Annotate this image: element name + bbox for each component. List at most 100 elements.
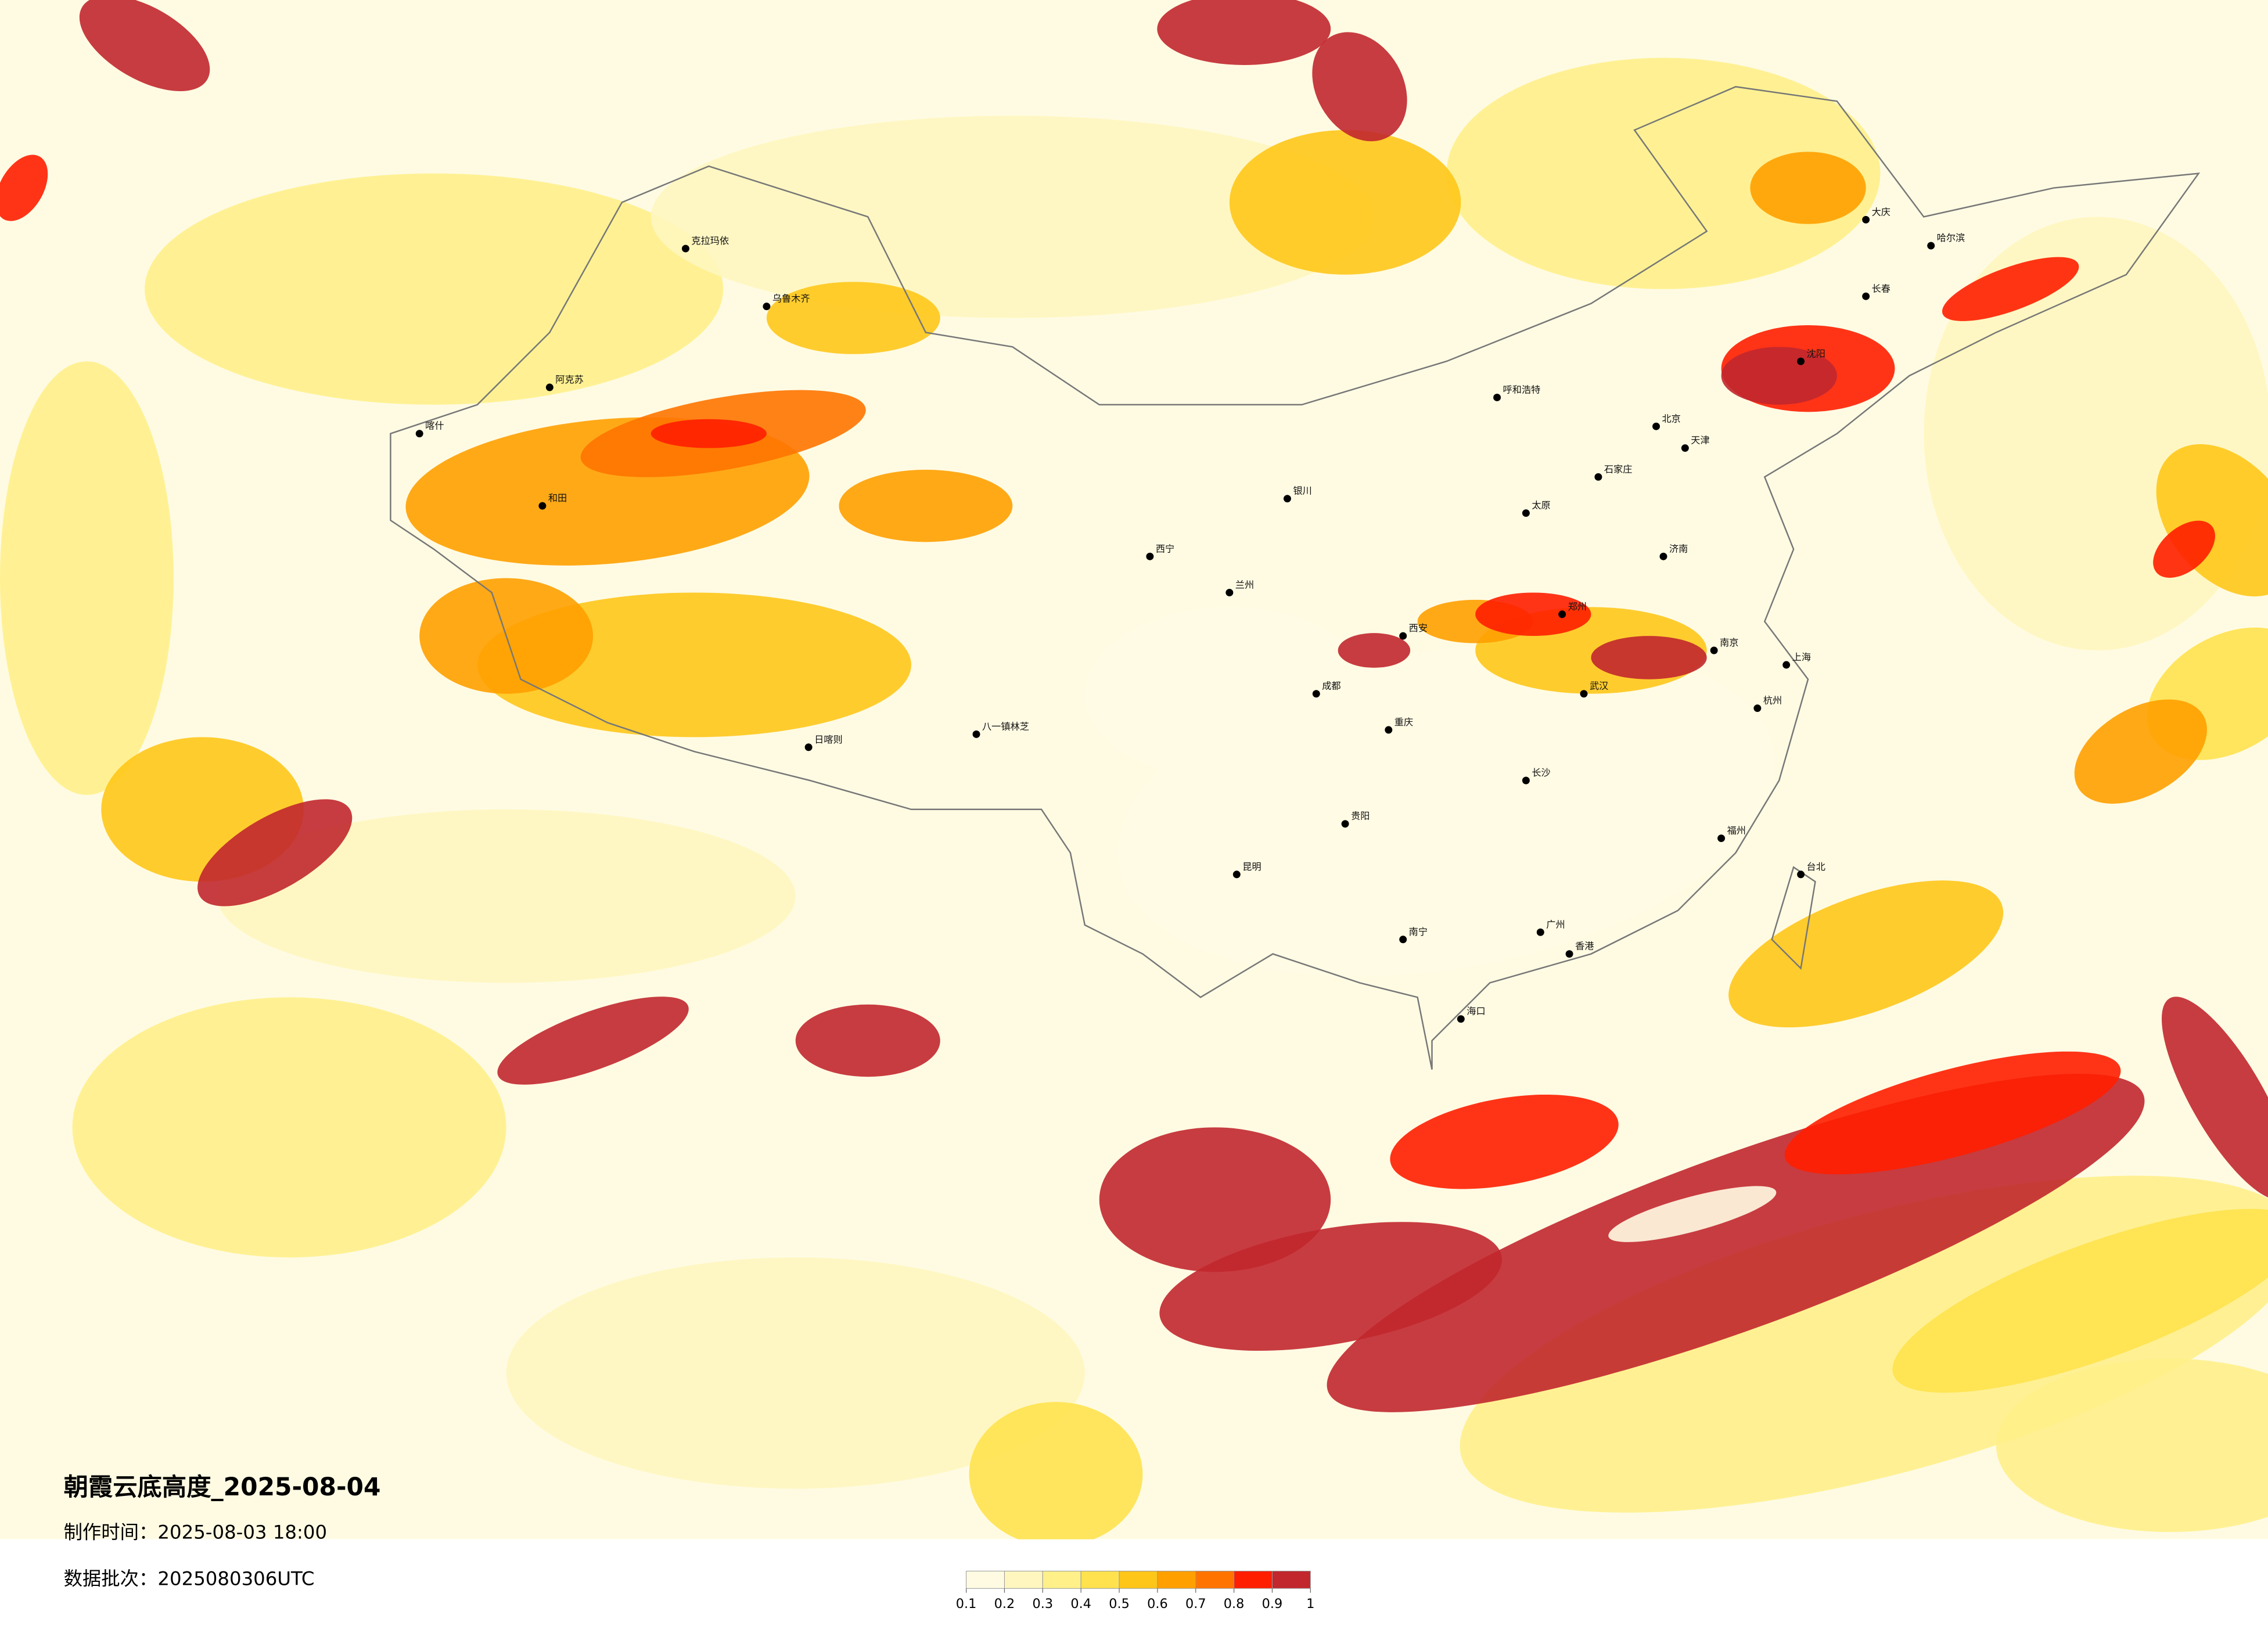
cloud-patch [1446,57,1881,289]
cloud-patch [79,0,210,91]
cloud-patch [1784,1051,2121,1175]
cloud-patch [1750,152,1866,224]
city-label: 日喀则 [814,734,843,745]
city-label: 喀什 [425,420,444,431]
city-dot [1558,610,1566,618]
city-label: 南宁 [1409,926,1428,937]
city-dot [1797,870,1805,879]
cloud-patch [969,1402,1143,1547]
city-label: 沈阳 [1807,348,1825,359]
city-label: 福州 [1727,825,1746,836]
colorbar-swatch [1080,1570,1120,1589]
city-dot [1862,292,1870,300]
cloud-patch [1390,1094,1619,1189]
city-label: 克拉玛依 [691,235,729,246]
city-label: 郑州 [1568,601,1587,612]
cloud-patch [839,469,1013,542]
cloud-patch [1475,592,1591,636]
city-dot [1232,870,1241,879]
city-dot [1594,473,1602,481]
cloud-patch [2161,997,2268,1200]
cloud-patch [766,282,940,354]
city-label: 哈尔滨 [1937,232,1965,243]
colorbar-tick-label: 0.3 [1033,1596,1054,1611]
colorbar-tick-label: 0.5 [1109,1596,1130,1611]
city-label: 和田 [548,492,567,503]
colorbar-swatch [1119,1570,1158,1589]
taiwan-border [1771,866,1816,970]
city-label: 长春 [1872,283,1890,294]
colorbar-tick-label: 0.8 [1224,1596,1245,1611]
city-label: 广州 [1546,919,1565,930]
cloud-patch [1996,1358,2268,1533]
city-label: 呼和浩特 [1503,384,1541,395]
city-dot [1580,690,1588,698]
city-label: 南京 [1720,637,1738,648]
city-label: 西宁 [1156,543,1174,554]
city-dot [1522,776,1530,785]
city-label: 西安 [1409,623,1428,634]
cloud-patch [650,116,1374,318]
city-label: 昆明 [1242,861,1261,872]
colorbar-tick-label: 0.1 [956,1596,977,1611]
cloud-patch [1942,257,2079,321]
city-dot [538,502,547,510]
city-label: 天津 [1691,435,1709,446]
city-dot [972,730,980,738]
city-dot [1681,444,1689,452]
colorbar-tick-label: 0.6 [1147,1596,1168,1611]
city-dot [545,383,553,391]
cloud-patch [1608,1186,1777,1242]
cloud-patch [1721,347,1837,405]
colorbar-swatch [1042,1570,1081,1589]
cloud-patch [506,1257,1085,1489]
cloud-patch [1338,633,1411,668]
data-batch: 数据批次：2025080306UTC [64,1567,315,1589]
city-label: 兰州 [1235,580,1254,591]
cloud-patch [1157,0,1331,65]
map-title: 朝霞云底高度_2025-08-04 [64,1473,381,1501]
cloud-patch [2074,699,2207,804]
colorbar-swatch [1234,1570,1273,1589]
city-label: 阿克苏 [555,374,584,385]
city-dot [1717,834,1726,843]
cloud-patch [1099,1127,1331,1272]
city-label: 重庆 [1394,717,1413,728]
city-dot [415,430,423,438]
city-label: 乌鲁木齐 [772,293,810,304]
colorbar-tick-label: 0.4 [1070,1596,1091,1611]
cloud-patch [197,799,353,906]
city-dot [1782,661,1791,669]
city-label: 海口 [1467,1006,1485,1017]
city-label: 贵阳 [1351,811,1370,822]
colorbar-tick-label: 0.9 [1262,1596,1283,1611]
city-dot [1862,215,1870,224]
colorbar-swatch [1004,1570,1043,1589]
city-label: 银川 [1293,485,1311,497]
city-dot [1225,588,1234,596]
city-dot [1659,552,1667,560]
cloud-patch [1084,607,1374,780]
city-label: 香港 [1575,941,1594,952]
city-dot [1536,928,1544,936]
city-label: 成都 [1322,681,1340,692]
city-label: 长沙 [1532,767,1550,778]
cloud-patch [0,361,174,795]
city-dot [1753,704,1762,713]
country-border [390,86,2201,1070]
city-dot [1565,950,1573,958]
colorbar-swatch [1195,1570,1235,1589]
cloud-patch [497,997,689,1085]
city-dot [1927,242,1935,250]
colorbar-tick-label: 0.2 [994,1596,1015,1611]
city-label: 石家庄 [1604,463,1633,474]
city-dot [1652,422,1660,430]
cloud-patch [795,1004,940,1077]
cloud-patch [1591,636,1707,679]
city-dot [1399,632,1407,640]
city-dot [1399,936,1407,944]
city-dot [1797,357,1805,365]
cloud-patch [1728,880,2004,1028]
